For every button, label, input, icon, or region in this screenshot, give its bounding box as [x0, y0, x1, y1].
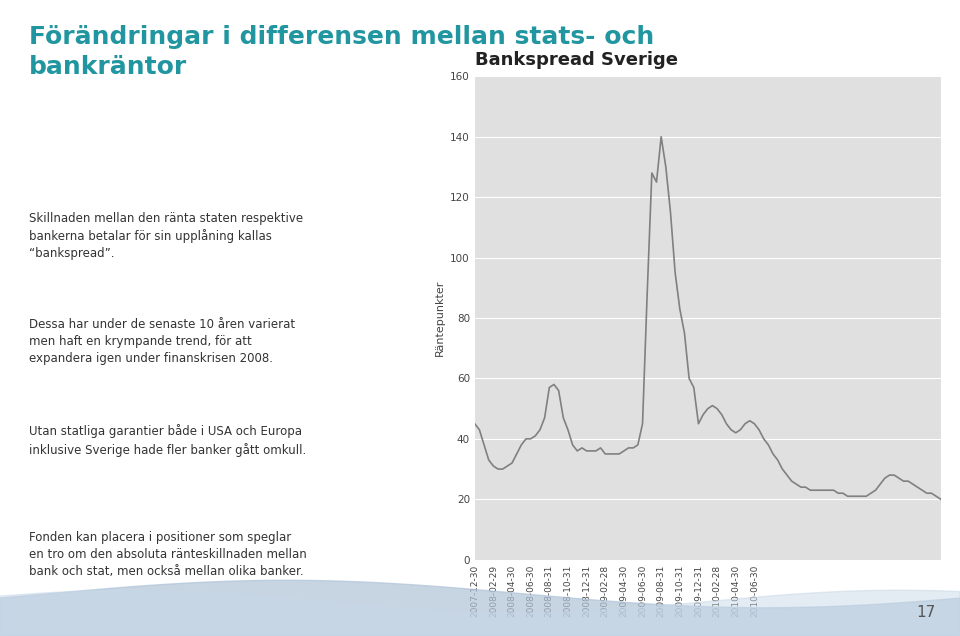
Text: Förändringar i differensen mellan stats- och
bankräntor: Förändringar i differensen mellan stats-…	[29, 25, 654, 79]
Text: Fonden kan placera i positioner som speglar
en tro om den absoluta ränteskillnad: Fonden kan placera i positioner som speg…	[29, 530, 306, 577]
Text: Skillnaden mellan den ränta staten respektive
bankerna betalar för sin upplåning: Skillnaden mellan den ränta staten respe…	[29, 212, 303, 260]
Text: 17: 17	[917, 605, 936, 620]
Text: Dessa har under de senaste 10 åren varierat
men haft en krympande trend, för att: Dessa har under de senaste 10 åren varie…	[29, 318, 295, 365]
Y-axis label: Räntepunkter: Räntepunkter	[435, 280, 444, 356]
Text: Utan statliga garantier både i USA och Europa
inklusive Sverige hade fler banker: Utan statliga garantier både i USA och E…	[29, 424, 306, 457]
Text: Bankspread Sverige: Bankspread Sverige	[475, 52, 678, 69]
